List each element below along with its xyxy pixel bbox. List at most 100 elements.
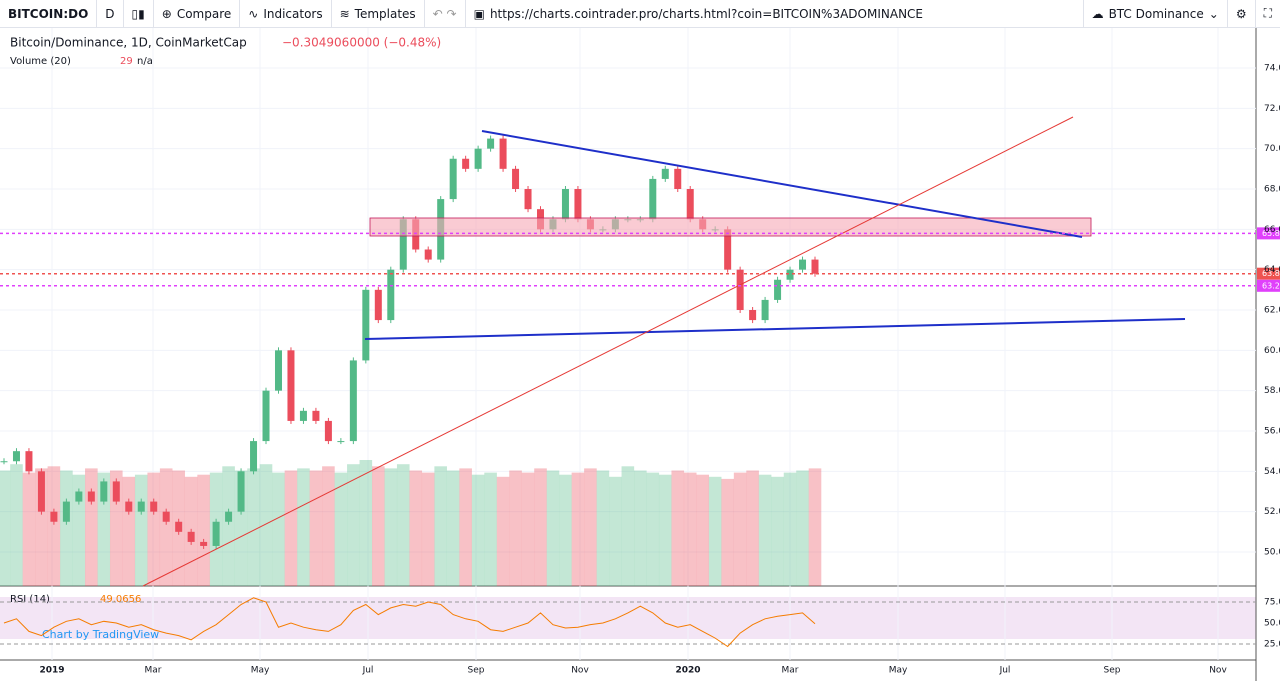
candle: [462, 158, 470, 169]
candle: [137, 501, 145, 512]
y-tick-label: 58.0: [1264, 386, 1280, 396]
candle: [125, 501, 133, 512]
settings-button[interactable]: ⚙: [1228, 0, 1256, 28]
volume-bar: [159, 468, 173, 586]
volume-bar: [322, 466, 335, 586]
price-label-bg: [1257, 227, 1280, 240]
resistance-zone: [369, 217, 1092, 237]
volume-bar: [746, 470, 759, 586]
volume-bar: [446, 470, 460, 586]
indicators-button[interactable]: ∿ Indicators: [240, 0, 332, 28]
trendline: [142, 116, 1074, 587]
volume-bar: [521, 472, 535, 586]
price-label: 63.2: [1262, 281, 1280, 290]
volume-bar: [259, 464, 273, 586]
volume-bar: [47, 466, 61, 586]
volume-bar: [147, 472, 161, 586]
volume-bar: [22, 472, 36, 586]
candle: [374, 289, 382, 321]
price-label: 63.8: [1262, 269, 1280, 278]
candle: [761, 299, 769, 321]
candle: [799, 259, 807, 270]
toolbar: BITCOIN:DO D ▯▮ ⊕ Compare ∿ Indicators ≋ Te…: [0, 0, 1280, 28]
x-tick-label: Nov: [1209, 666, 1227, 676]
volume-bar: [60, 470, 73, 586]
y-tick-label: 64.0: [1264, 265, 1280, 275]
candle: [175, 521, 183, 532]
y-tick-label: 52.0: [1264, 507, 1280, 517]
candle: [262, 390, 270, 442]
volume-bar: [0, 470, 11, 586]
y-tick-label: 54.0: [1264, 467, 1280, 477]
price-label: 65.8: [1262, 229, 1280, 238]
volume-bar: [609, 476, 622, 586]
candle: [512, 168, 520, 189]
candle: [200, 541, 208, 546]
volume-bar: [359, 460, 373, 586]
candle: [349, 360, 357, 442]
symbol-button[interactable]: BITCOIN:DO: [0, 0, 98, 28]
volume-na: n/a: [137, 56, 153, 67]
price-label-bg: [1257, 279, 1280, 292]
volume-bar: [247, 468, 260, 586]
volume-bar: [671, 470, 685, 586]
volume-bar: [658, 474, 672, 586]
rsi-band: [0, 597, 1256, 639]
x-tick-label: 2019: [39, 666, 64, 676]
volume-bar: [334, 472, 348, 586]
y-tick-label: 62.0: [1264, 306, 1280, 316]
url[interactable]: ▣ https://charts.cointrader.pro/charts.ht…: [473, 6, 924, 21]
y-tick-label: 68.0: [1264, 185, 1280, 195]
interval-button[interactable]: D: [97, 0, 124, 28]
compare-label: Compare: [176, 6, 232, 21]
volume-bar: [571, 472, 585, 586]
layout-button[interactable]: ☁ BTC Dominance ⌄: [1082, 0, 1228, 28]
candle: [487, 138, 495, 149]
rsi-value: 49.0656: [100, 594, 141, 605]
candle: [75, 491, 83, 502]
url-text: https://charts.cointrader.pro/charts.htm…: [489, 6, 924, 21]
volume-bar: [347, 464, 360, 586]
candle: [187, 531, 195, 542]
fullscreen-button[interactable]: ⛶: [1263, 6, 1272, 20]
candle: [225, 511, 233, 522]
y-tick-label: 66.0: [1264, 225, 1280, 235]
volume-bar: [534, 468, 547, 586]
undo-redo[interactable]: ↶ ↷: [425, 0, 466, 28]
chart-type-button[interactable]: ▯▮: [124, 0, 154, 28]
candle: [524, 189, 532, 210]
templates-label: Templates: [354, 6, 416, 21]
candle: [237, 471, 245, 512]
candle: [312, 410, 320, 421]
candle: [324, 420, 332, 442]
volume-bar: [222, 466, 235, 586]
rsi-tick-label: 75.0: [1264, 598, 1280, 608]
templates-button[interactable]: ≋ Templates: [332, 0, 425, 28]
watermark[interactable]: Chart by TradingView: [42, 628, 159, 641]
candle: [12, 451, 20, 462]
volume-bar: [297, 468, 310, 586]
candle: [100, 481, 108, 502]
x-tick-label: Jul: [999, 666, 1011, 676]
volume-bar: [421, 472, 435, 586]
volume-bar: [546, 470, 560, 586]
candle: [811, 259, 819, 274]
rsi-tick-label: 50.0: [1264, 619, 1280, 629]
volume-bar: [484, 472, 497, 586]
candle: [736, 269, 744, 310]
volume-bar: [459, 468, 472, 586]
rsi-tick-label: 25.0: [1264, 640, 1280, 650]
x-tick-label: May: [251, 666, 270, 676]
compare-button[interactable]: ⊕ Compare: [154, 0, 241, 28]
volume-bar: [721, 478, 734, 586]
candle: [50, 511, 58, 522]
candle: [287, 350, 295, 421]
volume-bar: [708, 476, 722, 586]
volume-bar: [72, 474, 86, 586]
candle: [387, 269, 395, 321]
volume-bar: [471, 474, 485, 586]
trendline: [481, 130, 1083, 238]
candle: [337, 441, 345, 443]
y-tick-label: 70.0: [1264, 144, 1280, 154]
